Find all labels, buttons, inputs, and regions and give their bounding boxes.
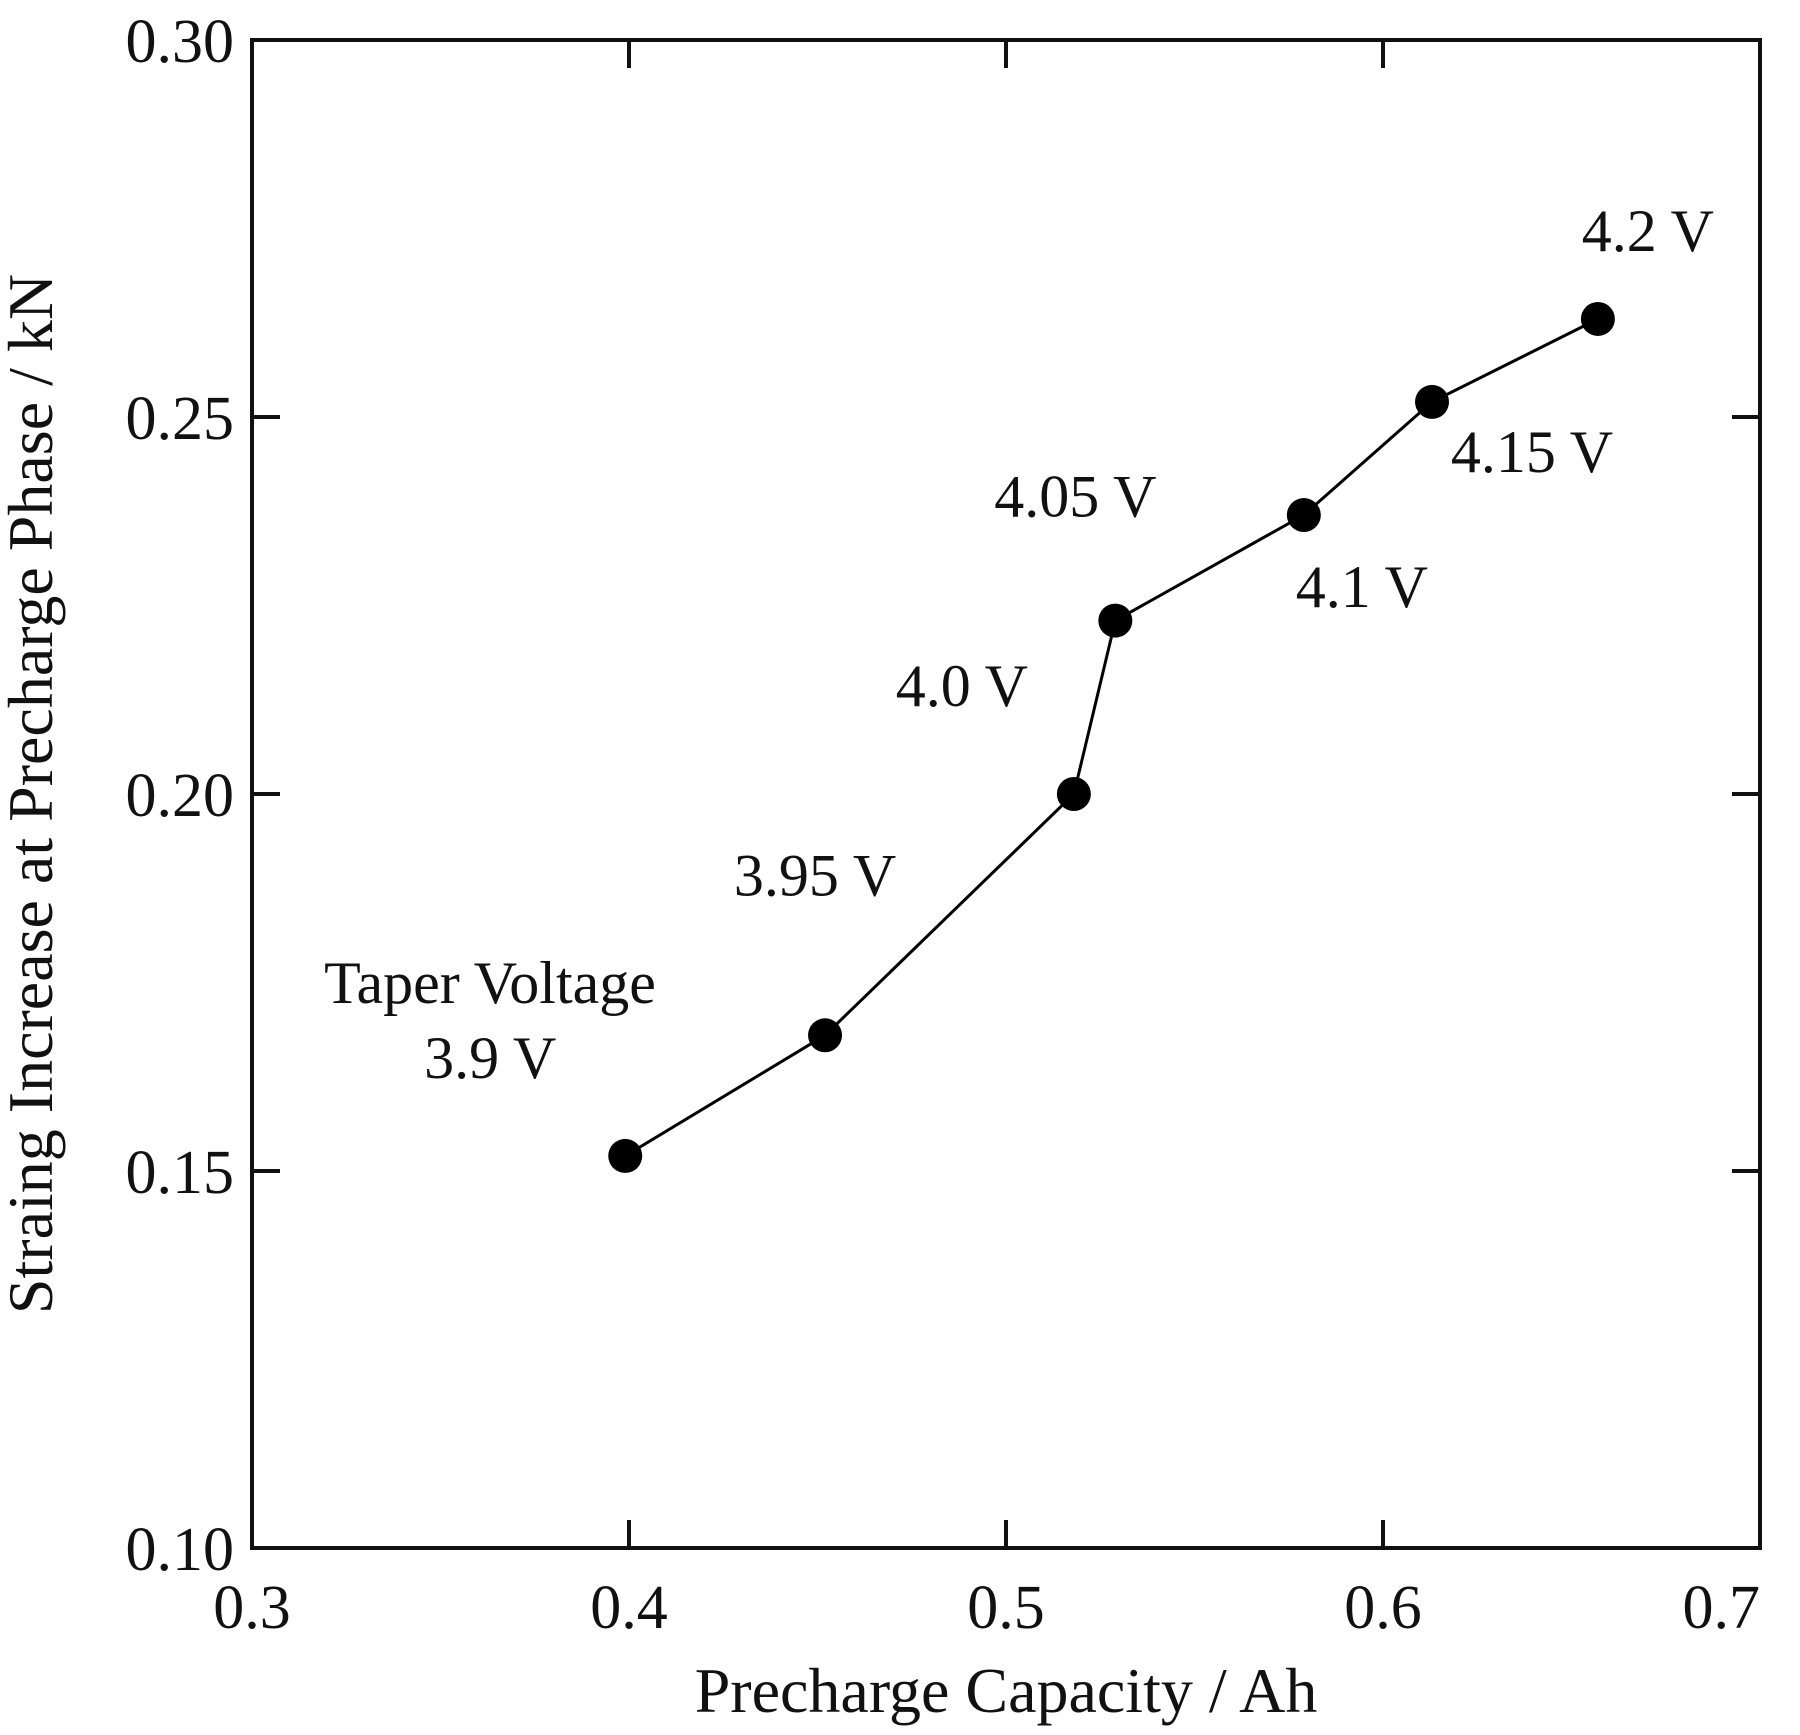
plot-frame [250, 38, 1762, 1550]
data-point-labels: 3.9 V 3.95 V 4.0 V 4.05 V 4.1 V 4.15 V 4.2 V [424, 198, 1714, 1091]
y-tick-label: 0.30 [126, 8, 235, 76]
data-series [608, 301, 1615, 1173]
x-tick-label: 0.4 [590, 1574, 668, 1642]
data-point-label: 4.15 V [1451, 419, 1613, 485]
x-axis-title: Precharge Capacity / Ah [695, 1655, 1318, 1726]
x-tick-label: 0.5 [967, 1574, 1045, 1642]
x-tick-label: 0.6 [1344, 1574, 1422, 1642]
y-tick-label: 0.15 [126, 1139, 235, 1207]
data-point-label: 3.95 V [734, 842, 896, 908]
x-tick-label: 0.7 [1683, 1574, 1761, 1642]
data-point [1286, 498, 1321, 533]
data-point-label: 4.0 V [896, 653, 1028, 719]
data-point-label: 4.05 V [994, 464, 1156, 530]
axis-ticks [250, 38, 1762, 1550]
data-point [1056, 777, 1091, 811]
data-point [1415, 384, 1450, 419]
data-point-label: 4.2 V [1582, 198, 1714, 264]
data-point [1098, 603, 1133, 638]
axis-tick-labels: 0.3 0.4 0.5 0.6 0.7 0.10 0.15 0.20 0.25 0.30 [126, 8, 1761, 1642]
y-tick-label: 0.25 [126, 385, 235, 453]
y-tick-label: 0.10 [126, 1516, 235, 1584]
data-point [1580, 301, 1615, 336]
data-point [608, 1138, 643, 1173]
annotation-taper-voltage: Taper Voltage [324, 950, 656, 1016]
data-point-label: 3.9 V [424, 1025, 556, 1091]
data-point [808, 1018, 843, 1053]
y-axis-title: Straing Increase at Precharge Phase / kN [0, 274, 66, 1314]
data-point-label: 4.1 V [1296, 554, 1428, 620]
x-tick-label: 0.3 [213, 1574, 291, 1642]
y-tick-label: 0.20 [126, 762, 235, 830]
